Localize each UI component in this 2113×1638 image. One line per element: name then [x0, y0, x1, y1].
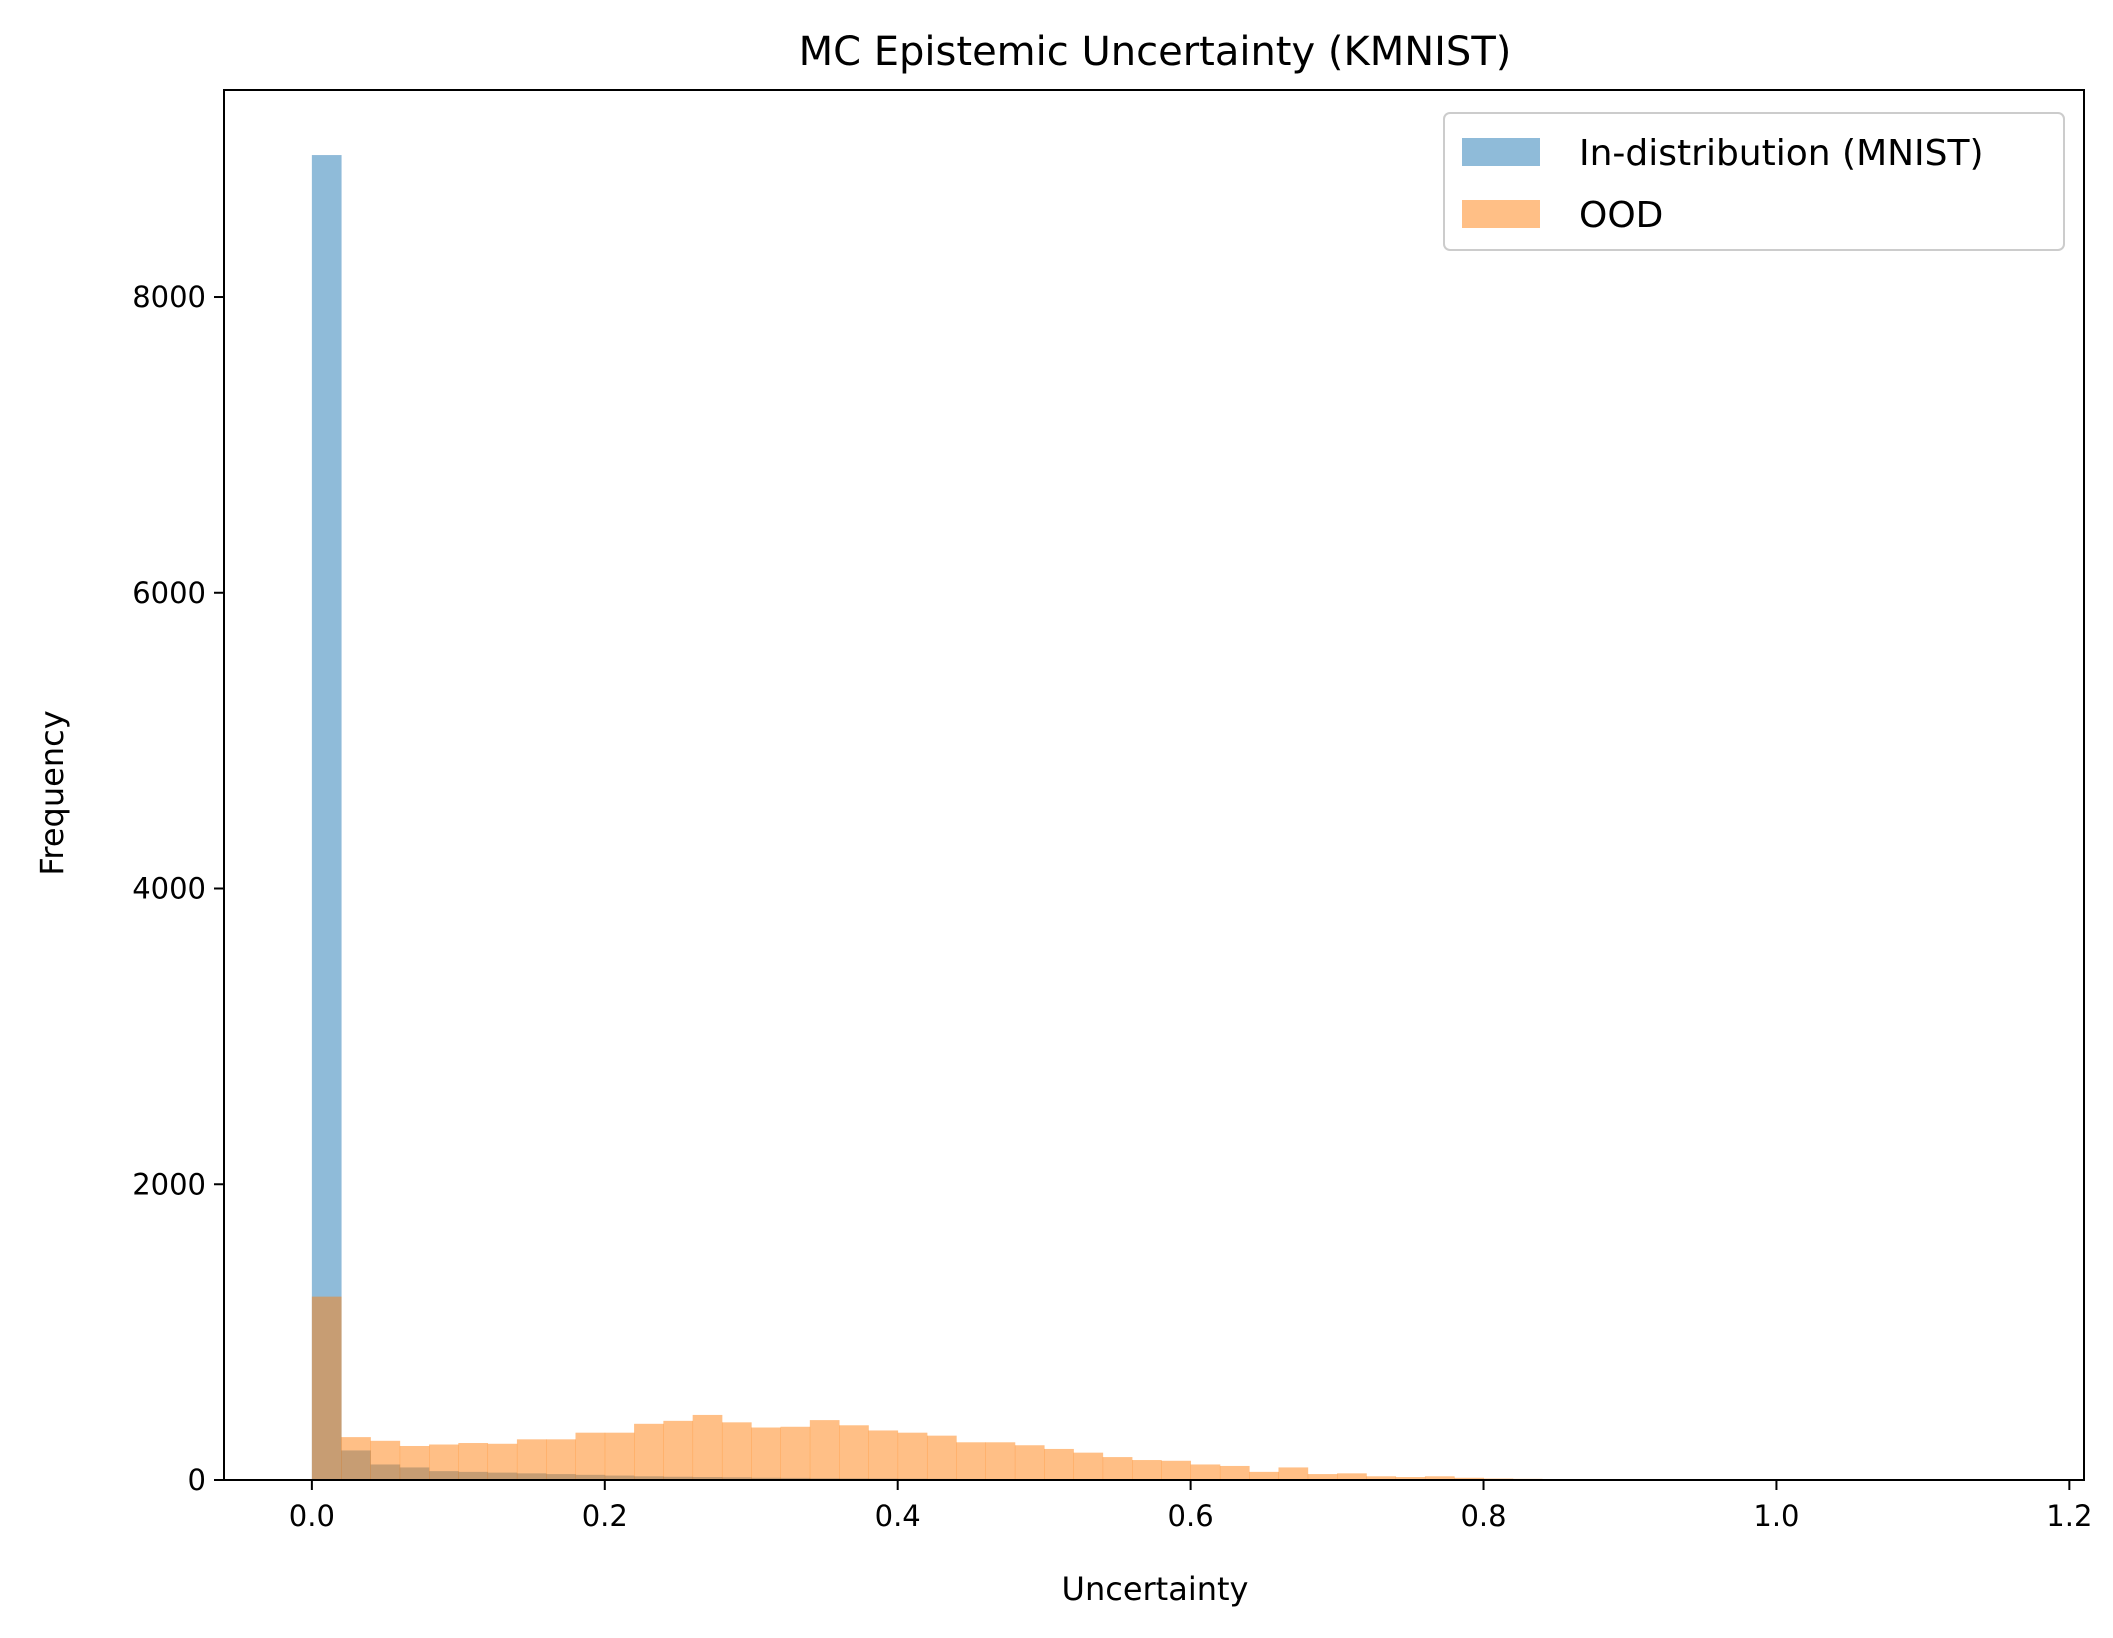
- histogram-bar: [399, 1445, 430, 1480]
- y-tick-label: 6000: [132, 576, 206, 610]
- y-tick-label: 8000: [132, 280, 206, 314]
- histogram-bar: [1014, 1445, 1045, 1480]
- x-tick-label: 0.2: [582, 1499, 628, 1533]
- axes-frame: [223, 89, 2085, 1481]
- histogram-bar: [1044, 1448, 1074, 1480]
- histogram-bar: [1337, 1473, 1367, 1480]
- histogram-bar: [516, 1439, 547, 1480]
- legend-swatch: [1462, 200, 1540, 228]
- y-tick-label: 0: [188, 1463, 206, 1497]
- histogram-bar: [1454, 1477, 1484, 1480]
- histogram-bar: [458, 1443, 489, 1480]
- histogram-bar: [1249, 1471, 1279, 1480]
- histogram-bar: [721, 1422, 752, 1480]
- legend-swatch: [1462, 138, 1540, 166]
- x-tick-label: 1.2: [2046, 1499, 2092, 1533]
- chart-title: MC Epistemic Uncertainty (KMNIST): [799, 29, 1512, 75]
- histogram-bar: [839, 1425, 869, 1480]
- x-axis-label: Uncertainty: [1062, 1570, 1249, 1608]
- histogram-bar: [1219, 1465, 1250, 1480]
- histogram-bar: [663, 1420, 694, 1480]
- histogram-bar: [780, 1426, 811, 1480]
- histogram-bar: [809, 1420, 840, 1480]
- y-tick-label: 2000: [132, 1167, 206, 1201]
- histogram-bar: [311, 1296, 342, 1480]
- x-tick-label: 0.8: [1460, 1499, 1506, 1533]
- histogram-bar: [868, 1430, 899, 1480]
- histogram-bar: [429, 1444, 459, 1480]
- histogram-bar: [1132, 1460, 1162, 1480]
- histogram-bar: [341, 1437, 371, 1480]
- histogram-bar: [956, 1442, 986, 1480]
- histogram-bar: [311, 155, 342, 1480]
- histogram-bar: [604, 1432, 635, 1480]
- y-axis-label: Frequency: [33, 710, 71, 875]
- histogram-bar: [926, 1435, 957, 1480]
- histogram-bar: [1424, 1476, 1455, 1480]
- histogram-bar: [1395, 1477, 1426, 1480]
- histogram-bar: [1366, 1476, 1397, 1480]
- bars-layer: [311, 155, 1865, 1480]
- histogram-bar: [370, 1440, 401, 1480]
- histogram-bar: [1161, 1460, 1192, 1480]
- x-tick-label: 0.0: [289, 1499, 335, 1533]
- x-tick-label: 1.0: [1753, 1499, 1799, 1533]
- histogram-bar: [1102, 1457, 1133, 1480]
- x-tick-label: 0.4: [875, 1499, 921, 1533]
- histogram-bar: [546, 1439, 576, 1480]
- histogram-bar: [1307, 1474, 1338, 1480]
- histogram-bar: [692, 1414, 723, 1480]
- axes-layer: 0.0 0.2 0.4 0.6 0.8 1.0 1.2 0 2000 4000 6000 8000: [132, 89, 2092, 1533]
- histogram-bar: [575, 1432, 606, 1480]
- legend-label: OOD: [1579, 195, 1663, 236]
- histogram-bar: [1073, 1452, 1104, 1480]
- y-tick-label: 4000: [132, 872, 206, 906]
- legend: In-distribution (MNIST) OOD: [1443, 112, 2065, 251]
- histogram-bar: [487, 1443, 518, 1480]
- histogram-bar: [897, 1432, 928, 1480]
- legend-label: In-distribution (MNIST): [1579, 133, 1984, 174]
- histogram-bar: [634, 1423, 664, 1480]
- legend-box: [1443, 112, 2065, 251]
- histogram-bar: [1278, 1467, 1309, 1480]
- histogram-bar: [751, 1427, 781, 1480]
- histogram-bar: [985, 1442, 1016, 1480]
- histogram-bar: [1190, 1464, 1221, 1480]
- x-tick-label: 0.6: [1168, 1499, 1214, 1533]
